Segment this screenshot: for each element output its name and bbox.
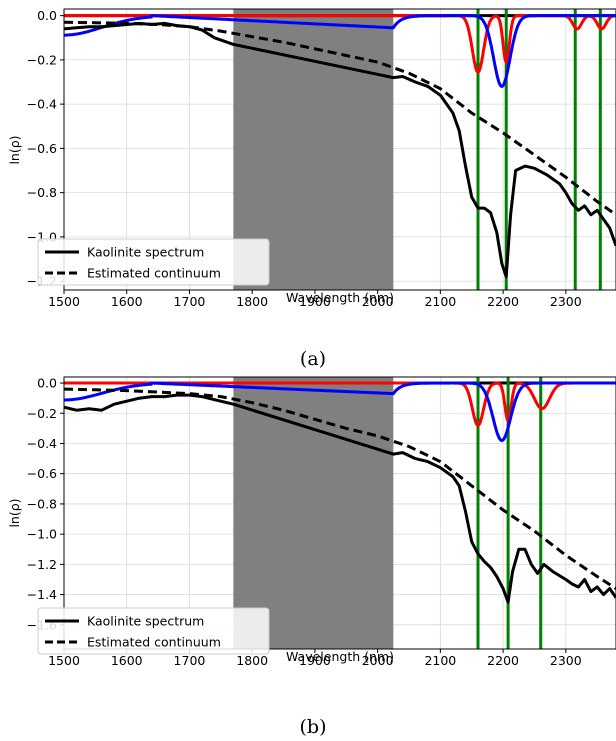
panel-b-x-tick-label: 1800: [236, 653, 268, 668]
panel-b-y-tick-label: −0.4: [27, 436, 57, 451]
panel-a-estimated-continuum-line: [64, 20, 616, 217]
panel-b-x-tick-label: 1700: [174, 653, 206, 668]
panel-b-x-tick-label: 2000: [362, 653, 394, 668]
panel-b-y-ticks: 0.0−0.2−0.4−0.6−0.8−1.0−1.2−1.4−1.6: [27, 376, 64, 632]
panel-b-y-tick-label: −1.0: [27, 527, 57, 542]
panel-a-x-tick-label: 2000: [362, 294, 394, 309]
panel-a-x-tick-label: 1800: [236, 294, 268, 309]
panel-b-legend-continuum-label: Estimated continuum: [87, 635, 221, 650]
panel-a-y-axis-label: ln(ρ): [7, 135, 22, 164]
panel-a-caption: (a): [300, 348, 326, 370]
panel-a-y-tick-label: 0.0: [37, 8, 57, 23]
panel-a-legend-box: [37, 238, 270, 286]
panel-b-legend-box: [37, 607, 270, 655]
panel-b-plot-area: [64, 377, 616, 649]
panel-b-blue-gaussian-curve: [64, 381, 616, 443]
panel-b-x-axis-label: Wavelength (nm): [286, 649, 394, 664]
panel-a-x-tick-label: 1500: [48, 294, 80, 309]
panel-b-shaded-region: [233, 377, 394, 649]
panel-b-x-tick-label: 1900: [299, 653, 331, 668]
panel-b-legend-spectrum-label: Kaolinite spectrum: [87, 614, 204, 629]
panel-b-y-tick-label: −0.8: [27, 496, 57, 511]
panel-a-frame: [63, 8, 616, 291]
panel-b-x-tick-label: 1600: [111, 653, 143, 668]
panel-a-x-ticks: 1500 1600 1700 1800 1900 2000 2100 2200 2300: [48, 290, 582, 309]
panel-a-y-tick-label: −0.6: [27, 141, 57, 156]
panel-a-x-axis-label: Wavelength (nm): [286, 290, 394, 305]
panel-b-y-tick-label: −1.4: [27, 587, 57, 602]
panel-a-x-tick-label: 2300: [550, 294, 582, 309]
panel-a: 1500 1600 1700 1800 1900 2000 2100 2200 2300 0.0…: [7, 8, 616, 370]
panel-a-blue-gaussian-curve: [64, 13, 616, 88]
panel-b-caption: (b): [300, 716, 327, 738]
panel-a-kaolinite-spectrum-line: [64, 21, 616, 279]
panel-b-estimated-continuum-line: [64, 387, 616, 590]
panel-b: 1500 1600 1700 1800 1900 2000 2100 2200 2300 0.0…: [7, 376, 616, 738]
panel-b-y-axis-label: ln(ρ): [7, 498, 22, 527]
panel-a-x-tick-label: 2100: [424, 294, 456, 309]
panel-b-kaolinite-spectrum-line: [64, 393, 616, 604]
panel-a-x-tick-label: 1600: [111, 294, 143, 309]
panel-b-x-tick-label: 2300: [550, 653, 582, 668]
panel-a-y-tick-label: −0.8: [27, 185, 57, 200]
panel-b-frame: [63, 376, 616, 650]
panel-b-y-tick-label: −0.2: [27, 406, 57, 421]
panel-a-x-tick-label: 2200: [487, 294, 519, 309]
panel-a-y-tick-label: −0.2: [27, 52, 57, 67]
panel-a-y-tick-label: −0.4: [27, 97, 57, 112]
panel-a-legend: Kaolinite spectrum Estimated continuum: [37, 238, 270, 286]
panel-b-x-ticks: 1500 1600 1700 1800 1900 2000 2100 2200 2300: [48, 649, 582, 668]
panel-b-x-tick-label: 2200: [487, 653, 519, 668]
panel-b-y-tick-label: −0.6: [27, 466, 57, 481]
panel-b-x-tick-label: 2100: [424, 653, 456, 668]
panel-b-y-tick-label: −1.2: [27, 557, 57, 572]
panel-a-legend-continuum-label: Estimated continuum: [87, 266, 221, 281]
panel-b-y-tick-label: 0.0: [37, 376, 57, 391]
panel-b-x-tick-label: 1500: [48, 653, 80, 668]
panel-a-x-tick-label: 1900: [299, 294, 331, 309]
panel-a-x-tick-label: 1700: [174, 294, 206, 309]
panel-a-legend-spectrum-label: Kaolinite spectrum: [87, 245, 204, 260]
panel-b-legend: Kaolinite spectrum Estimated continuum: [37, 607, 270, 655]
